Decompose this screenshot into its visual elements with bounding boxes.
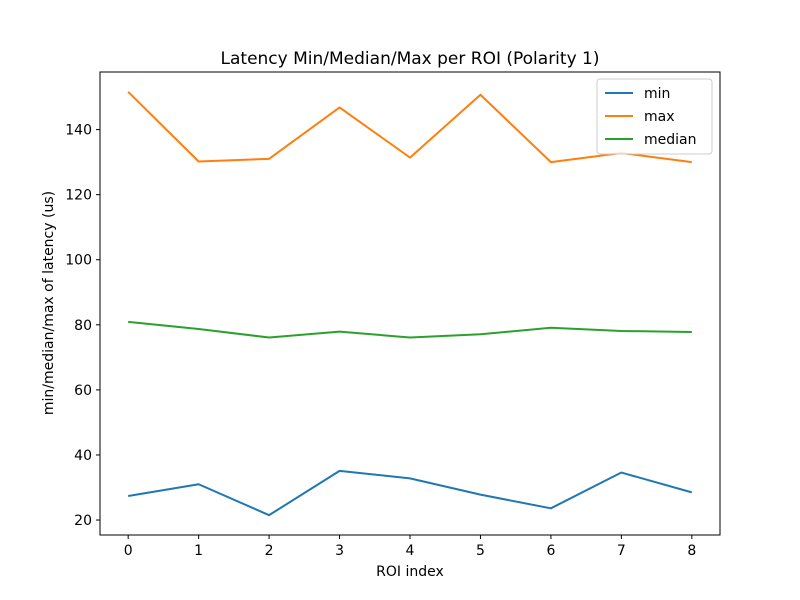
y-tick-label: 100 (65, 253, 92, 269)
legend-box (596, 78, 713, 155)
series-line-median (128, 320, 692, 339)
y-tick-label: 20 (74, 513, 92, 529)
legend: min max median (596, 78, 713, 155)
x-tick-label: 1 (194, 543, 203, 559)
y-tick-label: 40 (74, 448, 92, 464)
y-tick-label: 120 (65, 188, 92, 204)
legend-label-max: max (644, 109, 675, 125)
legend-label-median: median (644, 132, 696, 148)
series-line-max (127, 91, 692, 164)
x-tick-label: 6 (546, 543, 555, 559)
legend-label-min: min (644, 86, 670, 102)
series-line-min (128, 469, 693, 517)
x-tick-label: 8 (687, 543, 696, 559)
y-tick-label: 60 (74, 383, 92, 399)
y-tick-label: 140 (65, 123, 92, 139)
x-tick-label: 3 (335, 543, 344, 559)
y-tick-label: 80 (74, 318, 92, 334)
x-tick-label: 7 (617, 543, 626, 559)
chart-title: Latency Min/Median/Max per ROI (Polarity… (221, 49, 600, 69)
x-tick-label: 2 (265, 543, 274, 559)
plot-area: 0 1 2 3 4 5 6 7 8 20 40 60 80 100 120 140 (65, 91, 696, 559)
x-axis-label: ROI index (376, 564, 444, 580)
x-tick-label: 5 (476, 543, 485, 559)
axes-frame (99, 71, 721, 536)
y-axis-label: min/median/max of latency (us) (41, 191, 57, 415)
x-tick-label: 0 (124, 543, 133, 559)
x-tick-label: 4 (406, 543, 415, 559)
